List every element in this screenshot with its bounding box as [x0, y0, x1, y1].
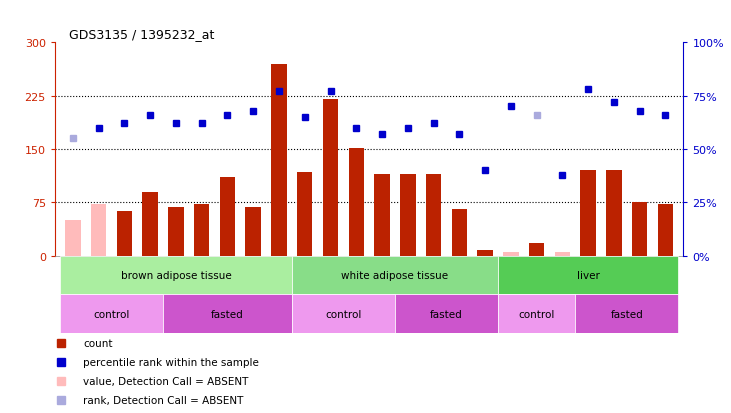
Bar	[658, 205, 673, 256]
Bar	[246, 208, 261, 256]
Bar	[498, 256, 678, 295]
Text: value, Detection Call = ABSENT: value, Detection Call = ABSENT	[83, 376, 249, 386]
Text: fasted: fasted	[211, 309, 244, 319]
Bar	[575, 295, 678, 334]
Text: percentile rank within the sample: percentile rank within the sample	[83, 357, 259, 367]
Text: rank, Detection Call = ABSENT: rank, Detection Call = ABSENT	[83, 395, 243, 405]
Bar	[400, 174, 415, 256]
Bar	[117, 212, 132, 256]
Bar	[580, 171, 596, 256]
Text: control: control	[325, 309, 362, 319]
Text: count: count	[83, 338, 113, 348]
Bar	[292, 295, 395, 334]
Bar	[529, 243, 545, 256]
Bar	[349, 148, 364, 256]
Text: control: control	[94, 309, 129, 319]
Bar	[91, 205, 106, 256]
Text: fasted: fasted	[610, 309, 643, 319]
Bar	[168, 208, 183, 256]
Bar	[271, 64, 287, 256]
Bar	[606, 171, 621, 256]
Text: GDS3135 / 1395232_at: GDS3135 / 1395232_at	[69, 28, 215, 41]
Bar	[163, 295, 292, 334]
Bar	[395, 295, 498, 334]
Text: control: control	[518, 309, 555, 319]
Bar	[374, 174, 390, 256]
Bar	[292, 256, 498, 295]
Bar	[632, 203, 648, 256]
Bar	[143, 192, 158, 256]
Bar	[60, 256, 292, 295]
Text: fasted: fasted	[430, 309, 463, 319]
Bar	[498, 295, 575, 334]
Bar	[65, 221, 80, 256]
Bar	[220, 178, 235, 256]
Bar	[194, 205, 209, 256]
Bar	[477, 250, 493, 256]
Bar	[555, 252, 570, 256]
Text: brown adipose tissue: brown adipose tissue	[121, 271, 231, 280]
Bar	[503, 252, 518, 256]
Text: liver: liver	[577, 271, 599, 280]
Text: white adipose tissue: white adipose tissue	[341, 271, 449, 280]
Bar	[426, 174, 442, 256]
Bar	[60, 295, 163, 334]
Bar	[452, 210, 467, 256]
Bar	[323, 100, 338, 256]
Bar	[297, 172, 312, 256]
